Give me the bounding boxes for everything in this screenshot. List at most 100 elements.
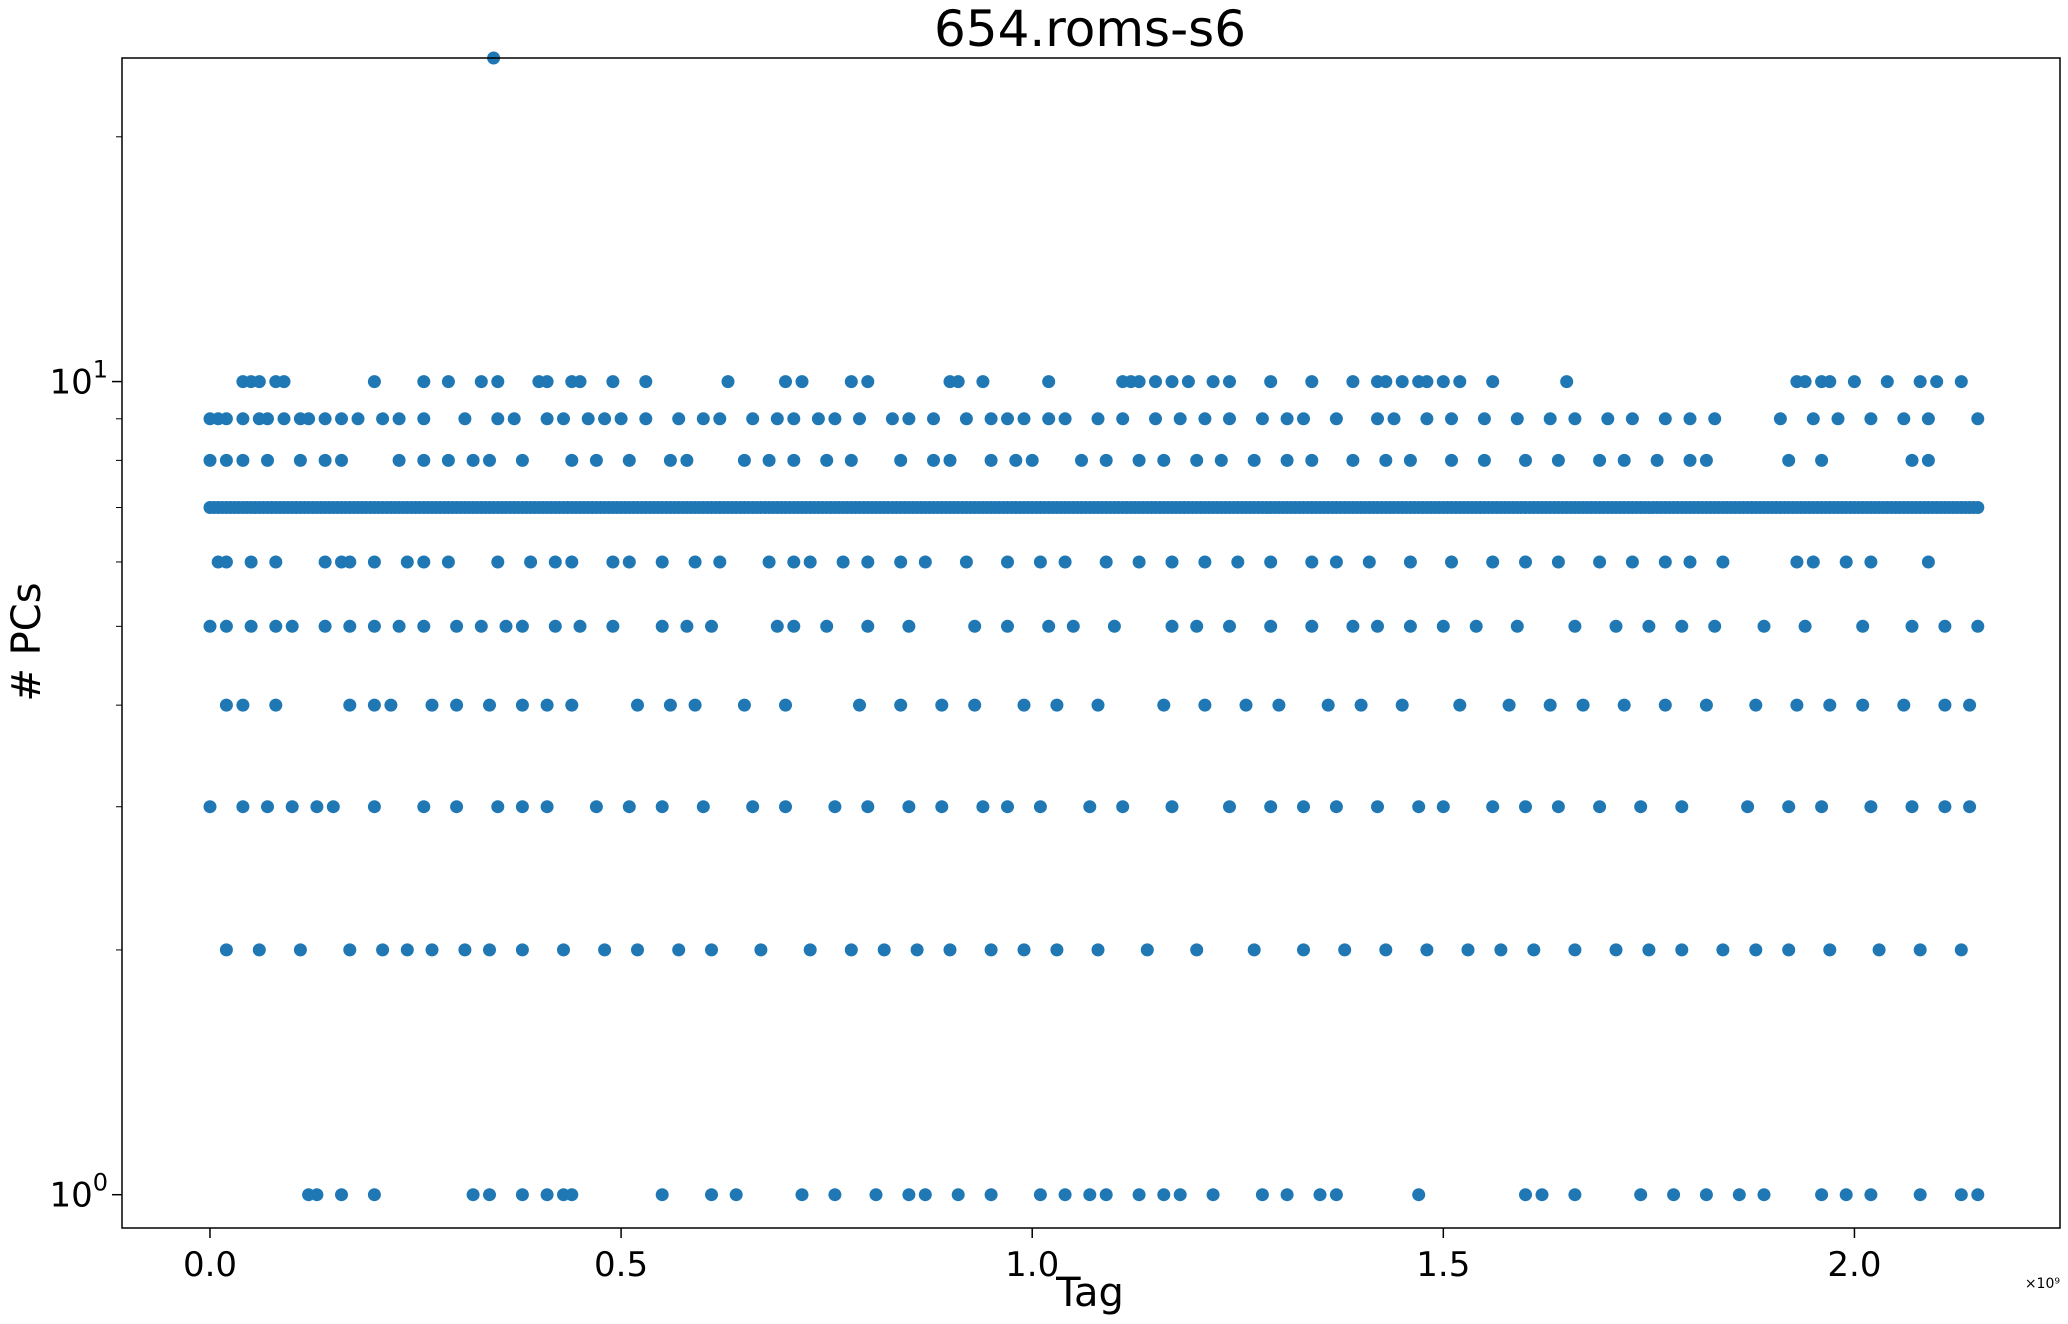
data-point [1403,453,1417,467]
data-point [474,619,488,633]
data-point [853,412,866,426]
data-point [984,453,998,467]
data-point [1445,555,1458,569]
data-point [565,555,579,569]
data-point [1305,453,1319,467]
data-point [1938,800,1952,814]
data-point [861,800,875,814]
data-point [1494,943,1508,957]
data-point [1510,412,1524,426]
data-point [1535,1188,1549,1202]
data-point [1395,375,1409,389]
data-point [1815,800,1829,814]
data-point [861,619,875,633]
data-point [589,453,603,467]
data-point [828,1188,842,1202]
data-point [540,412,554,426]
data-point [1371,619,1384,633]
data-point [705,619,718,633]
data-point [1708,619,1722,633]
data-point [1971,1188,1985,1202]
data-point [803,943,817,957]
data-point [1683,412,1697,426]
data-point [318,453,332,467]
data-point [1527,943,1541,957]
data-point [277,375,291,389]
data-point [1354,698,1368,712]
data-point [787,555,801,569]
data-point [1864,412,1878,426]
data-point [770,412,784,426]
data-point [1173,412,1187,426]
data-point [1634,1188,1648,1202]
data-point [236,453,250,467]
data-point [1477,412,1491,426]
data-point [976,375,990,389]
data-point [918,1188,932,1202]
data-point [1132,375,1146,389]
scatter-points [203,51,1985,1202]
data-point [1083,1188,1097,1202]
data-point [1297,412,1310,426]
data-point [1132,453,1146,467]
data-point [1420,412,1434,426]
data-point [1658,555,1672,569]
data-point [1519,555,1532,569]
data-point [1140,943,1154,957]
data-point [844,943,858,957]
data-point [1017,698,1031,712]
data-point [343,555,357,569]
data-point [844,375,858,389]
data-point [984,412,998,426]
data-point [1551,555,1565,569]
data-point [1683,555,1697,569]
data-point [417,555,431,569]
data-point [927,453,940,467]
data-point [902,412,916,426]
data-point [1453,375,1467,389]
data-point [277,412,291,426]
data-point [1831,412,1845,426]
data-point [1091,943,1105,957]
data-point [557,412,570,426]
data-point [1699,698,1713,712]
data-point [219,555,233,569]
data-point [1806,555,1820,569]
data-point [1387,412,1401,426]
data-point [1617,453,1631,467]
data-point [1699,1188,1713,1202]
data-point [1856,619,1870,633]
data-point [795,375,809,389]
data-point [787,412,801,426]
data-point [1395,698,1409,712]
data-point [828,412,842,426]
data-point [1321,698,1335,712]
data-point [943,453,957,467]
data-point [285,800,299,814]
data-point [1453,698,1467,712]
data-point [1675,619,1689,633]
data-point [688,698,702,712]
data-point [236,800,250,814]
data-point [598,412,612,426]
data-point [417,412,431,426]
data-point [1815,1188,1829,1202]
data-point [1954,943,1968,957]
data-point [918,555,932,569]
data-point [1716,555,1730,569]
data-point [1782,800,1796,814]
data-point [902,1188,916,1202]
data-point [1272,698,1286,712]
data-point [1872,943,1886,957]
data-point [1371,800,1384,814]
data-point [1823,375,1837,389]
data-point [219,453,233,467]
data-point [318,619,332,633]
data-point [1543,698,1557,712]
data-point [261,453,274,467]
data-point [1560,375,1574,389]
data-point [400,943,414,957]
data-point [343,698,357,712]
data-point [1083,800,1097,814]
data-point [441,555,455,569]
